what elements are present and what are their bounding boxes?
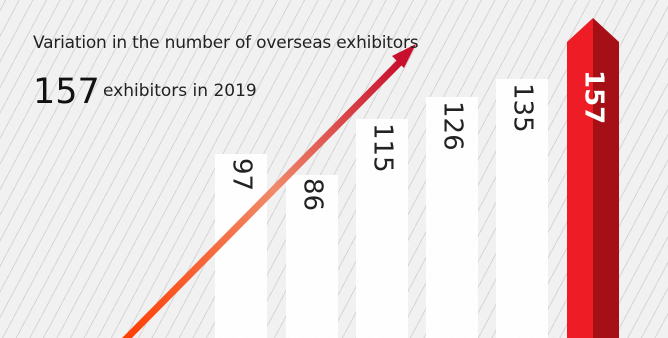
bar-value-label-4: 126 [438,101,468,151]
trend-arrow-line [122,59,403,338]
chart-title: Variation in the number of overseas exhi… [33,33,419,53]
bar-highlight-right [593,18,619,338]
bar-value-label-1: 97 [227,158,257,191]
bar-highlight-left [567,18,593,338]
bar-value-label-3: 115 [368,123,398,173]
bar-value-label-2: 86 [298,178,328,211]
trend-arrow-head [392,44,416,68]
trend-arrow [122,44,416,338]
bar-value-label-5: 135 [508,83,538,133]
highlight-caption: exhibitors in 2019 [103,81,257,101]
bar-value-label-6: 157 [579,70,609,124]
bar-4 [426,97,478,338]
bar-1 [215,154,267,338]
bar-5 [496,79,548,338]
highlight-number: 157 [33,72,100,112]
bar-2 [286,175,338,338]
bar-3 [356,119,408,338]
bar-highlight [567,18,619,338]
